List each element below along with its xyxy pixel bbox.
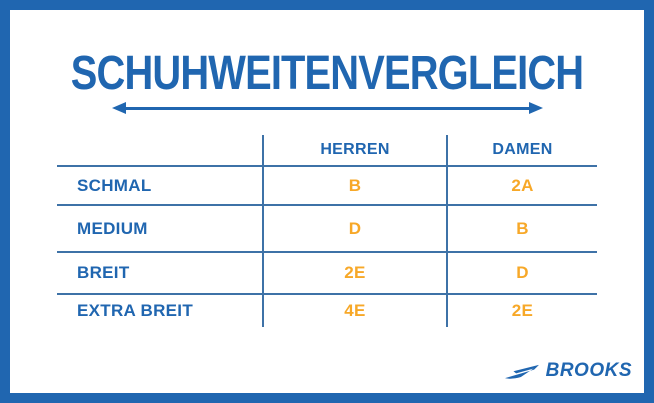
cell-medium-herren: D (262, 204, 446, 251)
column-header-damen: DAMEN (446, 135, 597, 167)
cell-medium-damen: B (446, 204, 597, 251)
cell-schmal-herren: B (262, 167, 446, 204)
cell-extra-breit-damen: 2E (446, 293, 597, 327)
arrow-right-head-icon (529, 102, 543, 114)
page-title: SCHUHWEITENVERGLEICH (70, 47, 584, 100)
row-label-extra-breit: EXTRA BREIT (57, 293, 262, 327)
arrow-left-head-icon (112, 102, 126, 114)
width-range-arrow-icon (112, 102, 543, 114)
table-corner-cell (57, 135, 262, 167)
cell-breit-damen: D (446, 251, 597, 293)
row-label-schmal: SCHMAL (77, 175, 152, 195)
arrow-shaft (126, 106, 529, 110)
row-label-medium: MEDIUM (57, 204, 262, 251)
cell-extra-breit-herren: 4E (262, 293, 446, 327)
width-comparison-table: HERREN DAMEN SCHMAL B 2A MEDIUM D B BREI… (57, 135, 597, 327)
brooks-wordmark: BROOKS (545, 360, 632, 381)
row-label-breit: BREIT (57, 251, 262, 293)
cell-breit-herren: 2E (262, 251, 446, 293)
brooks-swoosh-icon (504, 364, 539, 379)
cell-schmal-damen: 2A (446, 167, 597, 204)
column-header-herren: HERREN (262, 135, 446, 167)
brooks-logo: BROOKS (504, 360, 632, 382)
